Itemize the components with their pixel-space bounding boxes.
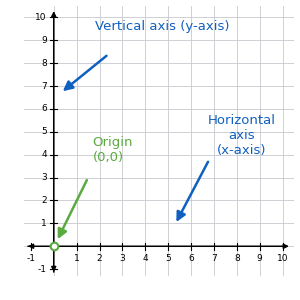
Text: -1: -1: [26, 254, 35, 263]
Text: 10: 10: [35, 13, 47, 22]
Text: -1: -1: [38, 265, 47, 274]
Text: 4: 4: [142, 254, 148, 263]
Text: 6: 6: [41, 104, 47, 113]
Text: 8: 8: [41, 59, 47, 68]
Text: 5: 5: [41, 127, 47, 136]
Text: 4: 4: [41, 150, 47, 159]
Text: 3: 3: [41, 173, 47, 182]
Text: 9: 9: [41, 36, 47, 45]
Text: 3: 3: [119, 254, 125, 263]
Text: 7: 7: [211, 254, 217, 263]
Text: Horizontal
axis
(x-axis): Horizontal axis (x-axis): [207, 113, 275, 157]
Text: 10: 10: [277, 254, 288, 263]
Text: 6: 6: [188, 254, 194, 263]
Text: Origin
(0,0): Origin (0,0): [93, 136, 133, 164]
Text: 2: 2: [97, 254, 102, 263]
Text: 7: 7: [41, 82, 47, 91]
Text: 1: 1: [74, 254, 80, 263]
Text: 5: 5: [165, 254, 171, 263]
Text: 9: 9: [257, 254, 262, 263]
Text: 2: 2: [41, 196, 47, 205]
Text: 1: 1: [41, 219, 47, 228]
Text: Vertical axis (y-axis): Vertical axis (y-axis): [95, 20, 230, 34]
Text: 8: 8: [234, 254, 240, 263]
